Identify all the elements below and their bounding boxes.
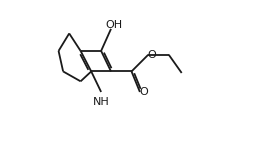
Text: O: O xyxy=(147,50,156,60)
Text: O: O xyxy=(140,87,148,97)
Text: NH: NH xyxy=(93,97,109,107)
Text: OH: OH xyxy=(106,20,123,30)
